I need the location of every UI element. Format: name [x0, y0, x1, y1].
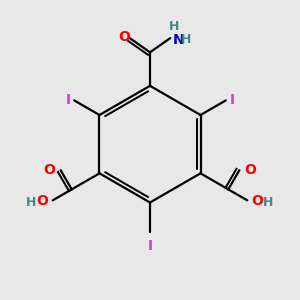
Text: O: O	[118, 30, 130, 44]
Text: I: I	[229, 93, 234, 107]
Text: I: I	[66, 93, 71, 107]
Text: O: O	[252, 194, 263, 208]
Text: H: H	[169, 20, 179, 34]
Text: H: H	[263, 196, 274, 208]
Text: H: H	[181, 33, 191, 46]
Text: O: O	[37, 194, 48, 208]
Text: O: O	[44, 164, 56, 177]
Text: I: I	[147, 239, 153, 253]
Text: O: O	[244, 164, 256, 177]
Text: H: H	[26, 196, 37, 208]
Text: N: N	[173, 32, 185, 46]
